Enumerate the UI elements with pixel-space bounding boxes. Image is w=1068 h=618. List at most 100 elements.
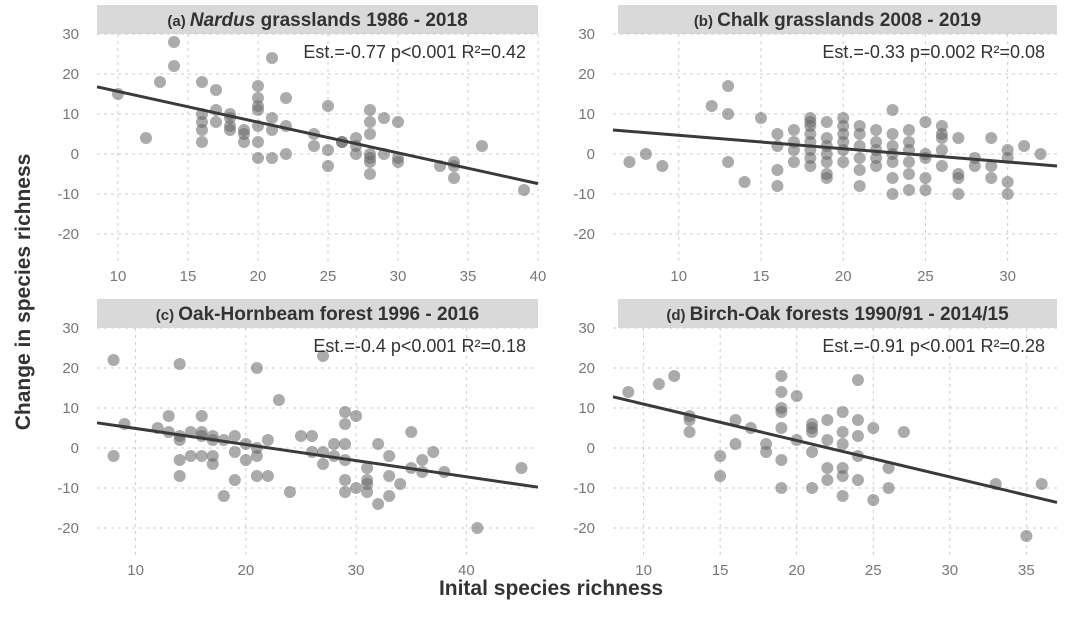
panel-strip (618, 299, 1057, 328)
data-point (836, 438, 849, 450)
data-point (280, 148, 292, 160)
x-tick-label: 30 (999, 268, 1016, 285)
data-point (518, 184, 530, 196)
data-point (853, 180, 866, 192)
y-tick-label: -20 (573, 226, 595, 243)
y-tick-label: -10 (57, 186, 79, 203)
data-point (394, 478, 407, 490)
data-point (968, 160, 981, 172)
data-point (184, 450, 197, 462)
panel-c: (c) Oak-Hornbeam forest 1996 - 2016 10 20 3… (57, 299, 539, 579)
data-point (364, 116, 376, 128)
data-point (935, 160, 948, 172)
data-point (771, 180, 784, 192)
y-tick-label: -20 (57, 226, 79, 243)
data-point (162, 410, 175, 422)
data-point (806, 426, 819, 438)
data-point (806, 446, 819, 458)
data-point (515, 462, 528, 474)
data-point (952, 188, 965, 200)
data-point (886, 156, 899, 168)
x-tick-label: 10 (635, 562, 652, 579)
data-point (1001, 188, 1014, 200)
data-point (722, 80, 735, 92)
data-point (836, 490, 849, 502)
data-point (173, 434, 186, 446)
y-tick-label: 0 (71, 440, 79, 457)
y-tick-label: 10 (62, 400, 79, 417)
data-point (867, 422, 880, 434)
data-point (853, 164, 866, 176)
x-tick-label: 25 (865, 562, 882, 579)
data-point (322, 144, 334, 156)
panel-strip (618, 5, 1057, 34)
panel-tag: (d) (666, 307, 689, 324)
panels: (a) Nardus grasslands 1986 - 2018 10 15 20 2… (57, 5, 1058, 579)
y-tick-label: -10 (57, 480, 79, 497)
regression-line (612, 395, 1058, 504)
data-point (870, 160, 883, 172)
data-point (903, 168, 915, 180)
data-point (361, 462, 374, 474)
data-point (238, 136, 250, 148)
data-point (729, 438, 742, 450)
data-point (775, 386, 788, 398)
y-tick-label: 20 (578, 360, 595, 377)
data-point (870, 124, 883, 136)
data-point (266, 112, 278, 124)
x-tick-label: 10 (110, 268, 127, 285)
x-tick-label: 10 (670, 268, 687, 285)
data-point (252, 80, 264, 92)
data-point (1035, 478, 1048, 490)
data-point (364, 104, 376, 116)
data-point (821, 434, 834, 446)
data-point (775, 454, 788, 466)
data-point (821, 414, 834, 426)
data-point (952, 132, 965, 144)
data-point (985, 160, 998, 172)
data-point (471, 522, 484, 534)
data-point (738, 176, 751, 188)
data-point (364, 156, 376, 168)
regression-line (96, 421, 539, 489)
data-point (853, 152, 866, 164)
x-tick-label: 20 (835, 268, 852, 285)
data-point (867, 494, 880, 506)
y-tick-label: 30 (578, 26, 595, 43)
data-point (729, 414, 742, 426)
x-tick-label: 20 (788, 562, 805, 579)
data-point (107, 354, 120, 366)
data-point (173, 454, 186, 466)
data-point (195, 450, 208, 462)
data-point (416, 454, 429, 466)
y-tick-label: 30 (62, 26, 79, 43)
data-point (897, 426, 910, 438)
data-point (639, 148, 652, 160)
data-point (272, 394, 285, 406)
data-point (806, 482, 819, 494)
data-point (372, 498, 385, 510)
panel-title: (c) Oak-Hornbeam forest 1996 - 2016 (156, 304, 479, 325)
data-point (853, 128, 866, 140)
y-tick-label: 10 (578, 400, 595, 417)
data-point (775, 482, 788, 494)
data-point (985, 172, 998, 184)
data-point (836, 406, 849, 418)
data-point (427, 446, 440, 458)
y-tick-label: 20 (578, 66, 595, 83)
data-point (1034, 148, 1047, 160)
data-point (322, 160, 334, 172)
data-point (206, 458, 219, 470)
x-tick-label: 30 (348, 562, 365, 579)
data-point (919, 116, 932, 128)
data-point (383, 470, 396, 482)
panel-title: (d) Birch-Oak forests 1990/91 - 2014/15 (666, 304, 1009, 325)
data-point (308, 140, 320, 152)
data-point (903, 124, 915, 136)
data-point (322, 100, 334, 112)
data-point (364, 168, 376, 180)
panel-a: (a) Nardus grasslands 1986 - 2018 10 15 20 2… (57, 5, 546, 285)
data-point (280, 92, 292, 104)
data-point (919, 184, 932, 196)
